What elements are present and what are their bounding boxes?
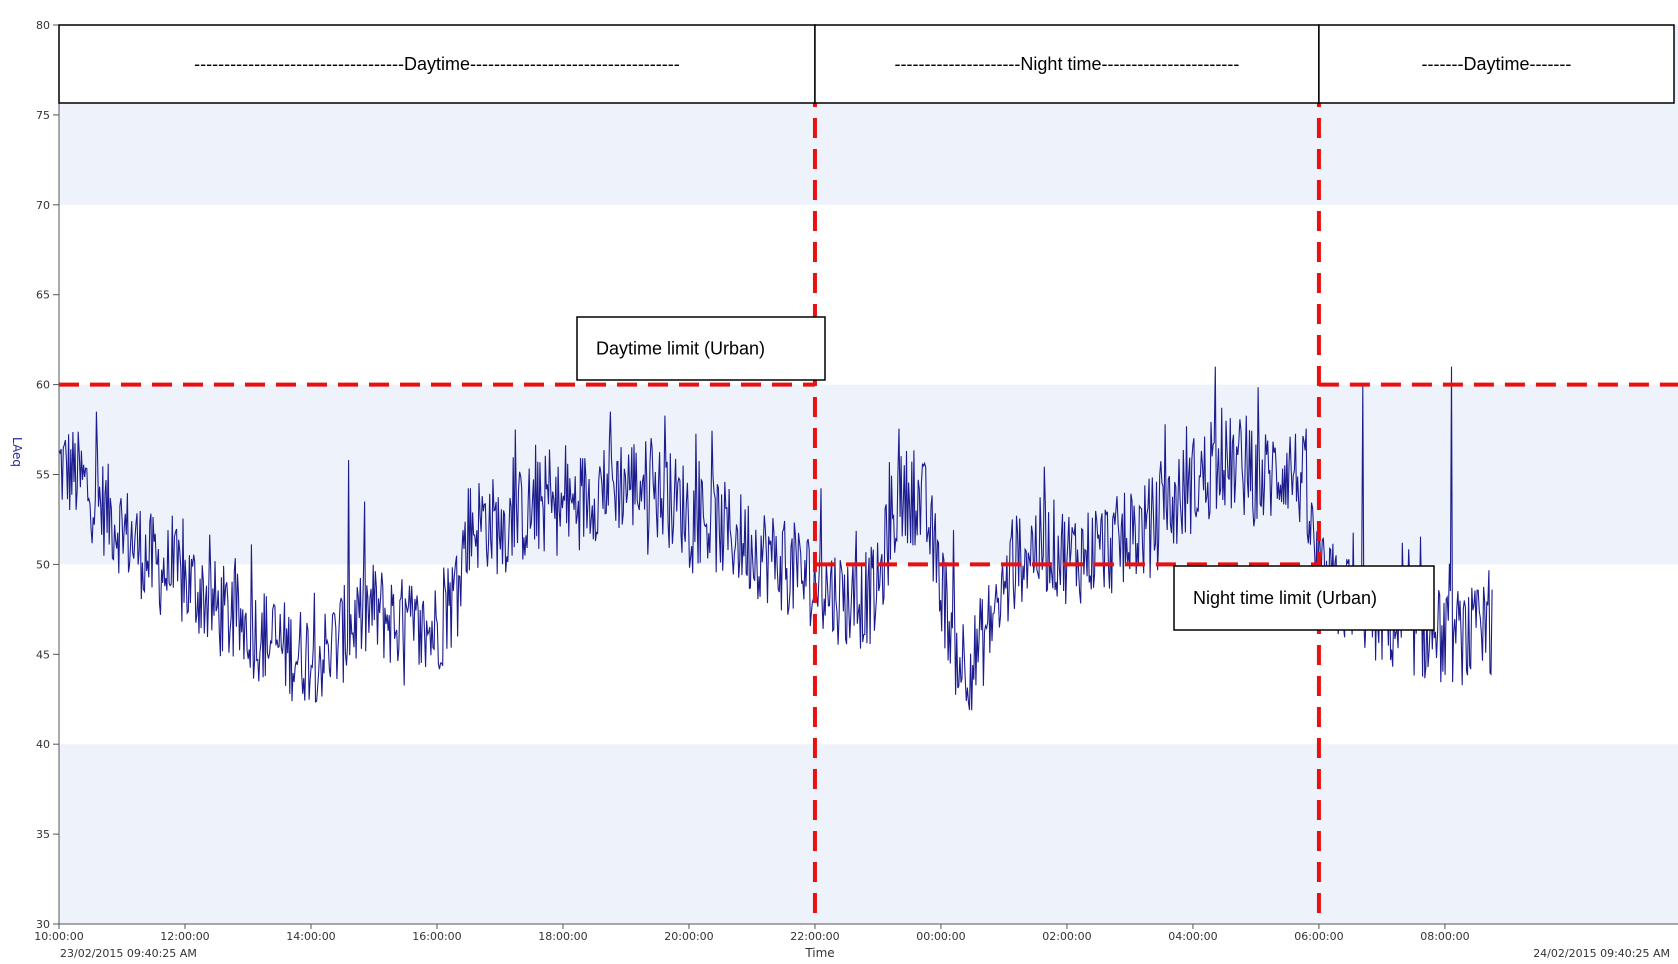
start-timestamp: 23/02/2015 09:40:25 AM <box>60 947 197 960</box>
x-tick-label: 00:00:00 <box>916 930 965 943</box>
period-header: -----------------------------------Dayti… <box>58 24 1675 104</box>
y-tick-label: 60 <box>36 379 50 392</box>
period-label: -------Daytime------- <box>1421 54 1571 74</box>
y-tick-label: 70 <box>36 199 50 212</box>
x-tick-label: 10:00:00 <box>34 930 83 943</box>
band <box>59 744 1678 924</box>
y-tick-label: 45 <box>36 648 50 661</box>
y-tick-label: 80 <box>36 19 50 32</box>
x-tick-label: 16:00:00 <box>412 930 461 943</box>
x-tick-label: 14:00:00 <box>286 930 335 943</box>
x-axis-title: Time <box>804 946 834 960</box>
limit-lines <box>59 25 1678 924</box>
x-tick-label: 12:00:00 <box>160 930 209 943</box>
x-tick-label: 06:00:00 <box>1294 930 1343 943</box>
x-tick-label: 08:00:00 <box>1420 930 1469 943</box>
y-axis-ticks: 30 35 40 45 50 55 60 65 70 75 80 <box>36 19 59 931</box>
limit-label-box <box>1173 565 1435 631</box>
y-axis-title: LAeq <box>10 437 24 467</box>
x-tick-label: 18:00:00 <box>538 930 587 943</box>
background-bands <box>59 25 1678 924</box>
period-box <box>1318 24 1675 104</box>
period-box <box>814 24 1320 104</box>
period-label: ---------------------Night time---------… <box>895 54 1240 74</box>
end-timestamp: 24/02/2015 09:40:25 AM <box>1533 947 1670 960</box>
period-label: -----------------------------------Dayti… <box>194 54 680 74</box>
y-tick-label: 50 <box>36 558 50 571</box>
limit-label: Night time limit (Urban) <box>1193 588 1377 608</box>
y-tick-label: 40 <box>36 738 50 751</box>
x-tick-label: 02:00:00 <box>1042 930 1091 943</box>
x-tick-label: 04:00:00 <box>1168 930 1217 943</box>
y-tick-label: 55 <box>36 469 50 482</box>
limit-label: Daytime limit (Urban) <box>596 339 765 359</box>
x-axis-ticks: 10:00:00 12:00:00 14:00:00 16:00:00 18:00:00… <box>34 924 1470 943</box>
y-tick-label: 75 <box>36 109 50 122</box>
laeq-series-line <box>58 366 1493 711</box>
limit-label-boxes: Daytime limit (Urban) Night time limit (U… <box>576 316 1435 631</box>
y-tick-label: 35 <box>36 828 50 841</box>
x-tick-label: 20:00:00 <box>664 930 713 943</box>
period-box <box>58 24 816 104</box>
y-tick-label: 65 <box>36 289 50 302</box>
y-tick-label: 30 <box>36 918 50 931</box>
x-tick-label: 22:00:00 <box>790 930 839 943</box>
limit-label-box <box>576 316 826 381</box>
band <box>59 384 1678 565</box>
